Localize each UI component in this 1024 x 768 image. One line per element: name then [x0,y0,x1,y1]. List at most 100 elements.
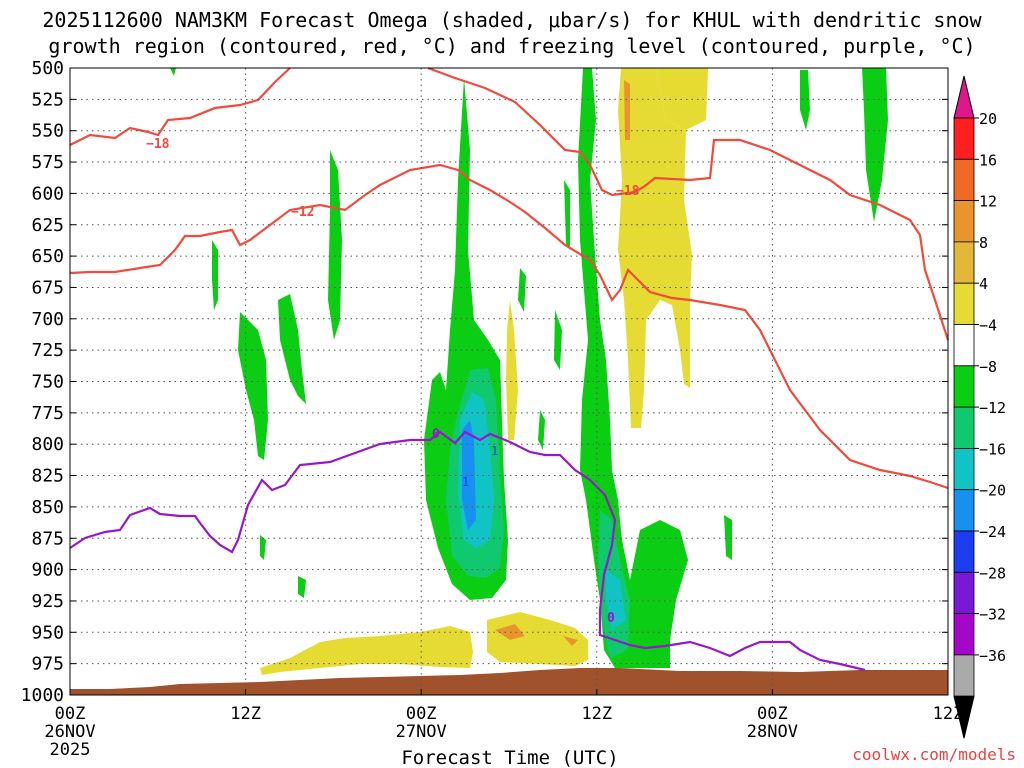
y-tick-label: 1000 [21,685,64,706]
omega-neg-small-2 [554,310,562,370]
omega-pos-lowlevel-left [260,626,473,675]
red-contour-label-2: −12 [291,205,314,220]
omega-neg-blue-regions [462,420,476,530]
colorbar-swatch [953,365,975,408]
omega-neg-left-1 [238,312,268,460]
chart-title-line1: 2025112600 NAM3KM Forecast Omega (shaded… [42,8,982,32]
freezing-label-group: 0 0 [432,427,615,626]
x-tick-time: 00Z [406,704,437,724]
x-axis-label: Forecast Time (UTC) [401,747,618,768]
y-tick-label: 500 [31,58,64,79]
x-tick-time: 12Z [230,704,261,724]
colorbar-swatch [953,117,975,160]
red-contour-label-1: −18 [146,137,170,152]
omega-neg-small-3 [564,180,570,250]
red-contour-upper [69,66,950,341]
y-tick-label: 625 [31,215,64,236]
colorbar-swatch [953,241,975,284]
y-tick-label: 800 [31,434,64,455]
colorbar-label: −36 [979,647,1006,665]
omega-core-2 [563,636,578,646]
grid-lines [70,67,948,696]
x-tick-date: 28NOV [747,722,798,742]
omega-neg-top-right [862,68,888,222]
dendritic-contours [69,66,950,490]
colorbar-label: −8 [979,358,997,376]
omega-neg-small-6 [260,535,266,560]
omega-neg-small-5 [724,515,732,560]
colorbar-label: 12 [979,193,997,211]
colorbar-label: −16 [979,440,1006,458]
colorbar-label: 16 [979,151,997,169]
omega-neg-small-7 [298,576,306,598]
y-tick-label: 775 [31,403,64,424]
x-tick-date: 27NOV [396,722,447,742]
colorbar-label: 4 [979,275,988,293]
x-tick-year: 2025 [50,740,91,760]
freezing-label-1: 0 [432,427,440,442]
colorbar-swatch [953,200,975,243]
red-contour-label-3: −18 [616,184,640,199]
plot-area: −18 −12 −18 0 0 1 1 500 525 550 575 600 625 65… [21,58,964,760]
colorbar-label: −32 [979,606,1006,624]
x-tick-date: 26NOV [44,722,95,742]
colorbar-swatch [953,158,975,202]
colorbar-top-triangle [953,75,975,119]
y-tick-label: 975 [31,654,64,675]
omega-neg-small-8 [170,68,176,76]
red-contour-lower [69,163,949,490]
red-contour-label-group: −18 −12 −18 [146,137,640,220]
y-tick-label: 575 [31,152,64,173]
terrain-surface [70,668,948,695]
y-axis: 500 525 550 575 600 625 650 675 700 725 750 775 800 8… [21,58,948,706]
colorbar-label: 20 [979,110,997,128]
y-tick-label: 650 [31,246,64,267]
omega-neg-left-2 [278,294,306,404]
y-tick-label: 950 [31,622,64,643]
omega-label-1: 1 [462,475,469,489]
freezing-contour-main [69,430,866,672]
colorbar: 20 16 12 8 4 −4 −8 −12 −16 −20 −24 −28 −32 −36 [953,75,1006,739]
omega-neg-small-4 [518,268,526,312]
omega-positive-cores [495,80,630,646]
credit-text: coolwx.com/models [852,745,1016,764]
colorbar-label: −20 [979,482,1006,500]
x-tick-time: 00Z [757,704,788,724]
colorbar-label: −4 [979,317,997,335]
omega-neg-left-4 [328,150,342,340]
colorbar-swatch [953,282,975,325]
omega-blue-main [462,420,476,530]
colorbar-swatch [953,447,975,491]
y-tick-label: 675 [31,277,64,298]
omega-label-2: 1 [491,444,498,458]
x-tick-time: 00Z [55,704,86,724]
y-tick-label: 750 [31,372,64,393]
y-tick-label: 850 [31,497,64,518]
omega-pos-upper-band [618,68,692,428]
y-tick-label: 875 [31,528,64,549]
colorbar-swatch [953,324,975,367]
omega-label-group: 1 1 [462,444,498,489]
colorbar-swatch [953,613,975,656]
chart-title-line2: growth region (contoured, red, °C) and f… [48,34,975,58]
y-tick-label: 550 [31,121,64,142]
omega-pos-strip [506,300,518,440]
colorbar-swatch [953,406,975,449]
omega-core-3 [624,80,630,140]
colorbar-label: −24 [979,523,1006,541]
y-tick-label: 825 [31,466,64,487]
omega-neg-small-1 [538,410,545,450]
x-tick-time: 12Z [933,704,964,724]
omega-neg-left-3 [212,240,218,310]
colorbar-swatch [953,571,975,614]
colorbar-swatch [953,489,975,532]
y-tick-label: 925 [31,591,64,612]
omega-cyan-right [606,570,626,630]
x-tick-time: 12Z [581,704,612,724]
y-tick-label: 700 [31,309,64,330]
y-tick-label: 725 [31,340,64,361]
colorbar-swatch [953,530,975,573]
